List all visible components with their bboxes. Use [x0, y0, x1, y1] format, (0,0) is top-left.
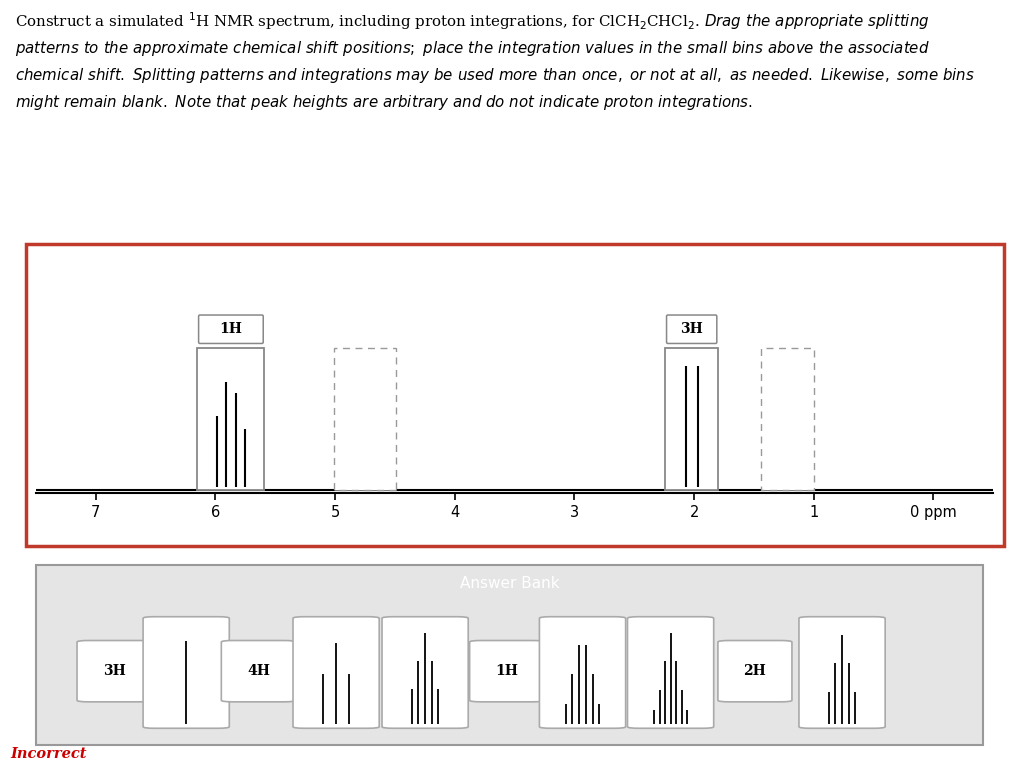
Text: Construct a simulated $^1$H NMR spectrum, including proton integrations, for ClC: Construct a simulated $^1$H NMR spectrum…: [15, 10, 975, 112]
Text: 3H: 3H: [102, 664, 125, 678]
FancyBboxPatch shape: [470, 640, 544, 702]
Text: 2H: 2H: [743, 664, 766, 678]
Text: 1H: 1H: [219, 322, 243, 336]
Text: 4H: 4H: [247, 664, 269, 678]
FancyBboxPatch shape: [718, 640, 792, 702]
FancyBboxPatch shape: [540, 617, 626, 728]
Text: 3H: 3H: [680, 322, 703, 336]
Text: Incorrect: Incorrect: [10, 747, 87, 762]
FancyBboxPatch shape: [761, 348, 814, 490]
FancyBboxPatch shape: [199, 315, 263, 344]
FancyBboxPatch shape: [334, 348, 396, 490]
FancyBboxPatch shape: [382, 617, 468, 728]
Text: 1H: 1H: [496, 664, 518, 678]
FancyBboxPatch shape: [198, 348, 264, 490]
FancyBboxPatch shape: [221, 640, 295, 702]
FancyBboxPatch shape: [667, 315, 717, 344]
FancyBboxPatch shape: [799, 617, 885, 728]
FancyBboxPatch shape: [666, 348, 718, 490]
FancyBboxPatch shape: [628, 617, 714, 728]
FancyBboxPatch shape: [293, 617, 379, 728]
Text: Answer Bank: Answer Bank: [460, 576, 559, 591]
FancyBboxPatch shape: [143, 617, 229, 728]
FancyBboxPatch shape: [77, 640, 152, 702]
